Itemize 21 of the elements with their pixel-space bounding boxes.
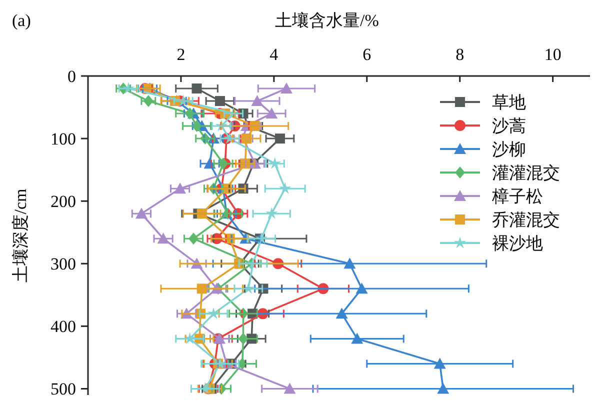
legend-label: 沙蒿 (492, 116, 526, 136)
x-axis-title: 土壤含水量/% (275, 11, 379, 30)
xtick3: 8 (456, 45, 464, 64)
legend-label: 裸沙地 (492, 234, 543, 253)
legend-label: 乔灌混交 (492, 210, 560, 230)
ytick1: 100 (50, 130, 76, 149)
ytick2: 200 (50, 192, 76, 212)
legend-label: 灌灌混交 (492, 164, 560, 182)
text: (a) (12, 11, 31, 30)
xtick0: 2 (176, 45, 186, 64)
ytick3: 300 (50, 254, 76, 274)
y-axis-title: 土壤深度/cm (11, 188, 30, 282)
legend-label: 草地 (492, 93, 526, 112)
xtick1: 4 (270, 45, 278, 64)
xtick4: 10 (544, 45, 562, 64)
ytick5: 500 (50, 380, 76, 399)
legend-label: 沙柳 (492, 140, 526, 159)
legend-label: 樟子松 (491, 187, 543, 206)
ytick4: 400 (50, 317, 76, 336)
ytick0: 0 (68, 67, 76, 86)
xtick2: 6 (362, 45, 372, 64)
